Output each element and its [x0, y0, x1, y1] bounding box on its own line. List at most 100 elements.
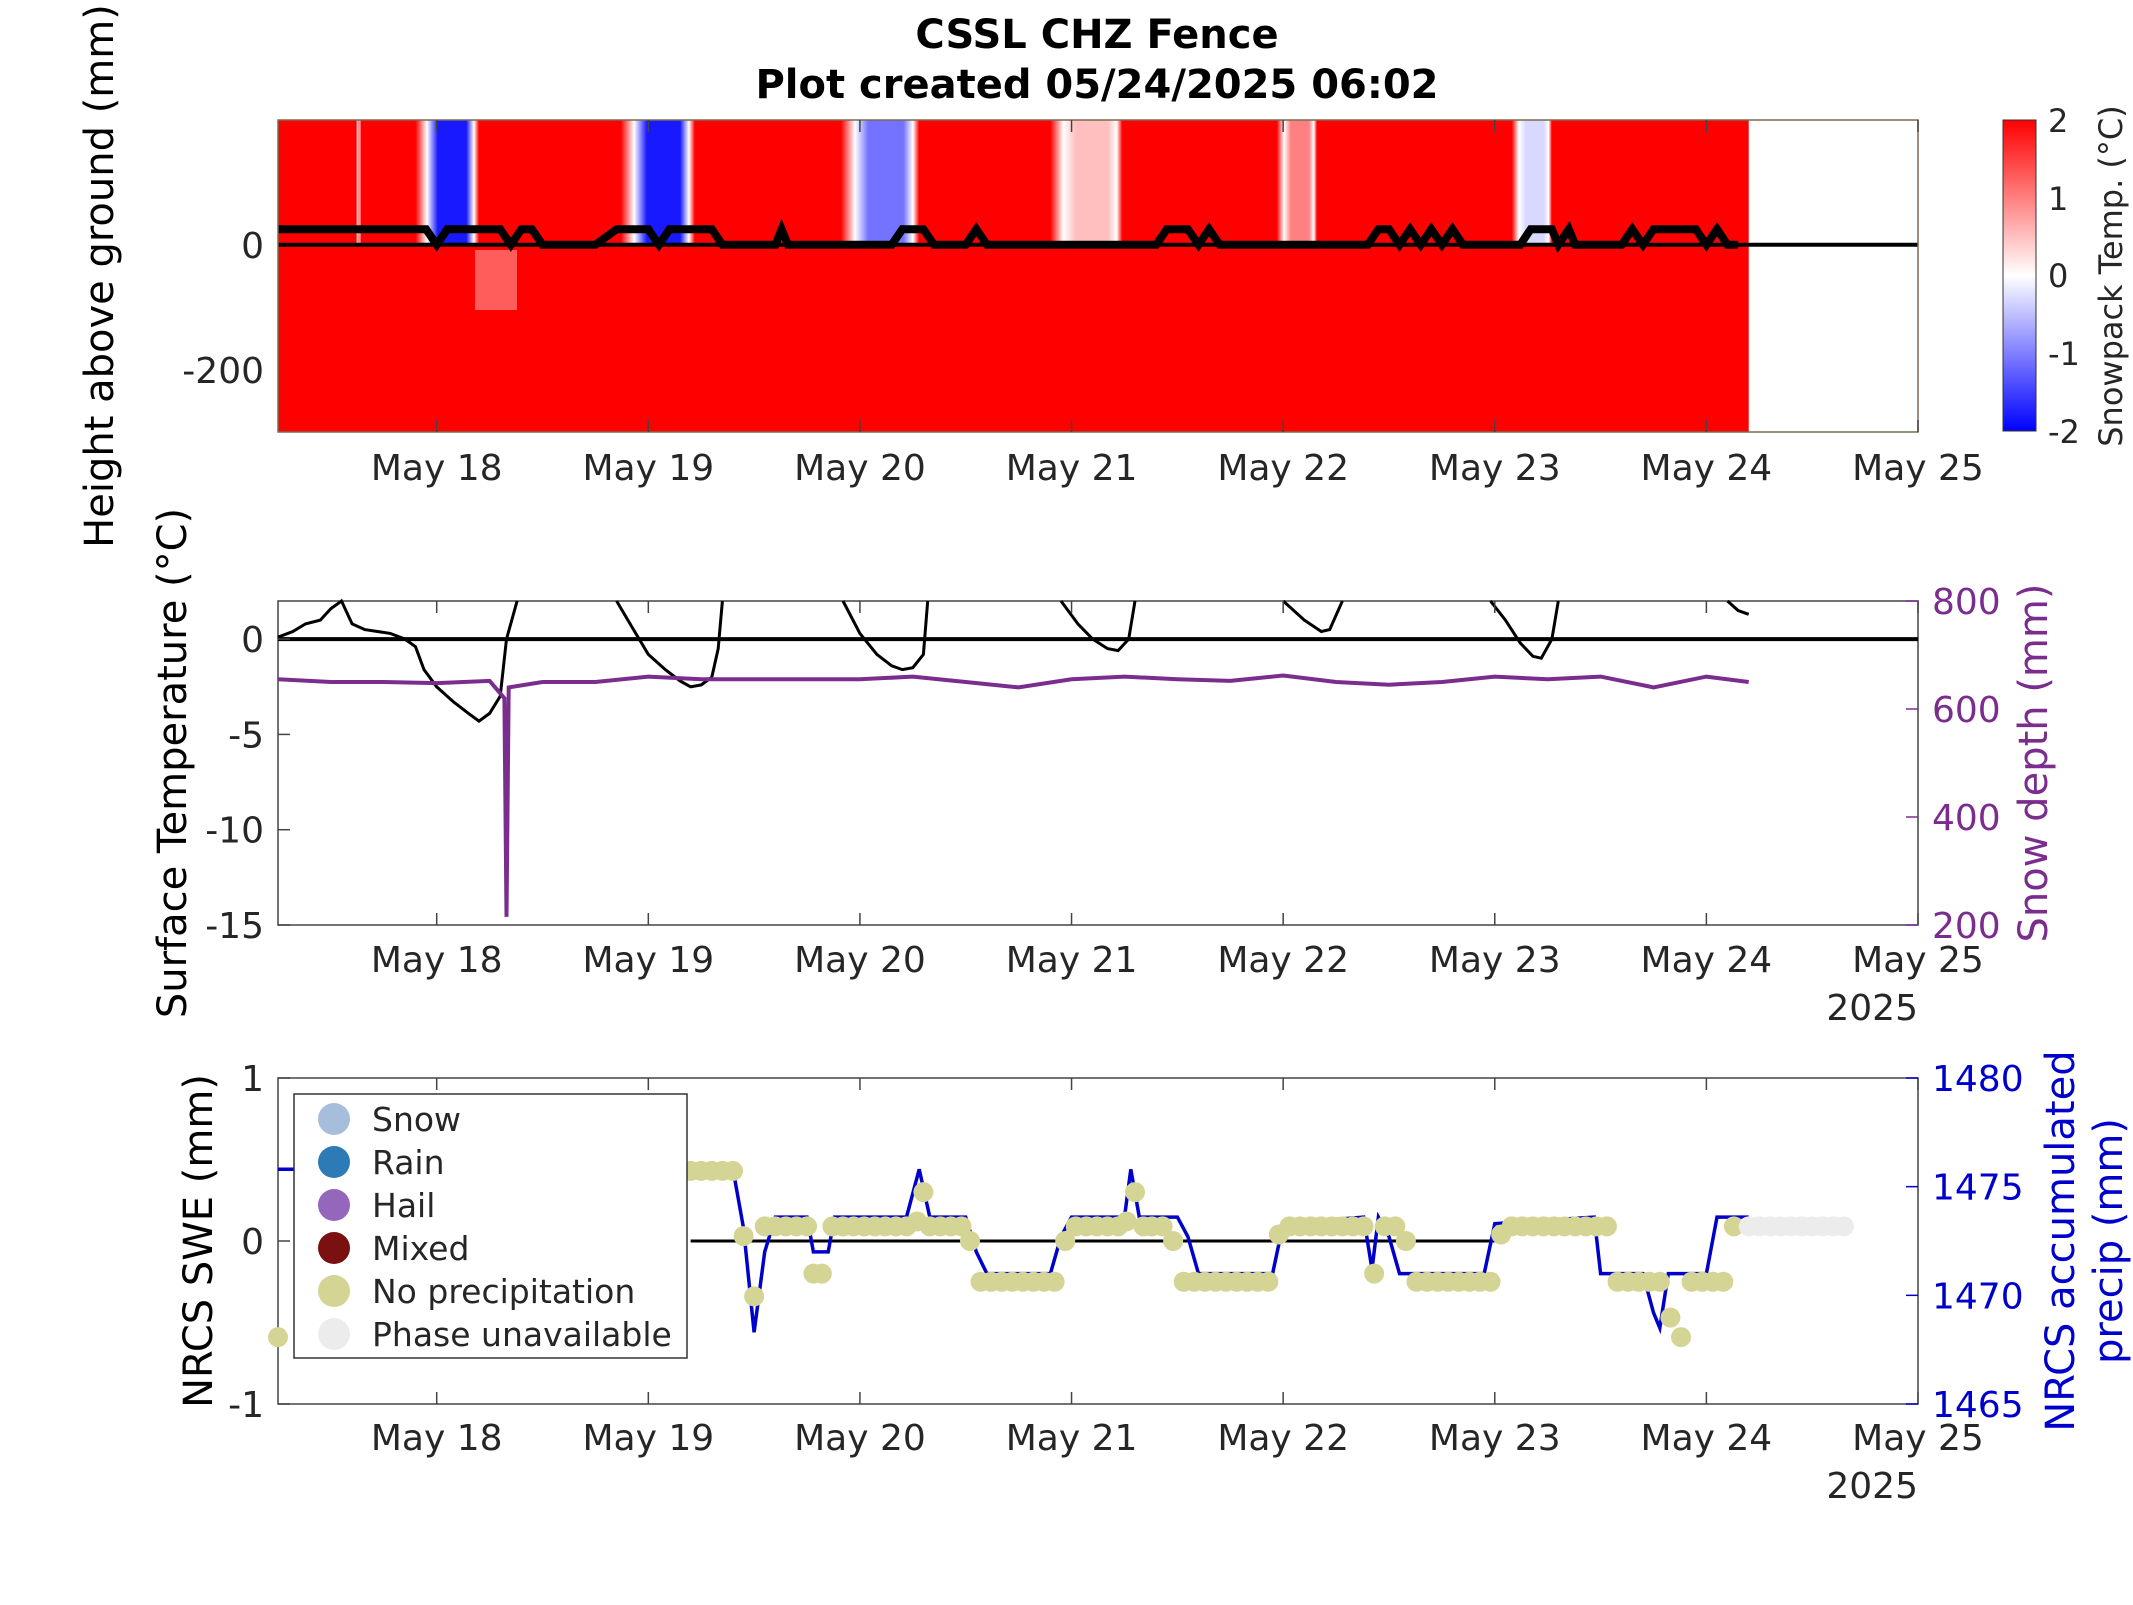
colorbar: 2 1 0 -1 -2 Snowpack Temp. (°C) — [2002, 102, 2130, 451]
cold-band — [1511, 120, 1552, 245]
precip-phase-points — [268, 1160, 1854, 1348]
no-precipitation-point — [1713, 1271, 1734, 1292]
legend-marker — [318, 1232, 350, 1264]
cold-band — [1276, 120, 1318, 245]
no-precipitation-point — [1258, 1271, 1279, 1292]
phase-unavailable-point — [1833, 1216, 1854, 1237]
no-precipitation-point — [1723, 1216, 1744, 1237]
temp-y-tick-label: -10 — [205, 811, 264, 852]
surface-temperature-line — [1489, 600, 1560, 660]
colorbar-tick-1: 1 — [2048, 180, 2068, 218]
cold-band — [620, 120, 695, 245]
snow-surface-line — [278, 218, 1739, 254]
depth-y-tick-label: 200 — [1932, 906, 2001, 947]
legend-marker — [318, 1146, 350, 1178]
x-tick-label: May 24 — [1641, 448, 1773, 489]
x-tick-label: May 20 — [794, 940, 926, 981]
swe-x-ticks: May 18 May 19 May 20 May 21 May 22 May 23 May … — [371, 1078, 1984, 1459]
x-tick-label: May 23 — [1429, 448, 1561, 489]
no-precipitation-point — [951, 1216, 972, 1237]
legend-box — [293, 1093, 688, 1359]
heatmap-y-ticks: 0 -200 — [182, 226, 264, 392]
temp-x-ticks: May 18 May 19 May 20 May 21 May 22 May 23 May … — [371, 601, 1984, 981]
no-precipitation-point — [268, 1327, 288, 1348]
precip-y-tick-label: 1480 — [1932, 1059, 2024, 1100]
precip-y-tick-label: 1465 — [1932, 1385, 2024, 1426]
heatmap-x-ticks: May 18 May 19 May 20 May 21 May 22 May 23 May … — [371, 120, 1984, 489]
swe-y-tick-label: -1 — [228, 1385, 264, 1426]
colorbar-tick-0: 0 — [2048, 257, 2068, 295]
x-tick-label: May 18 — [371, 448, 503, 489]
temp-y-tick-label: -5 — [228, 715, 264, 756]
no-precipitation-point — [733, 1226, 754, 1247]
temp-axes-box — [277, 600, 1919, 926]
surface-temperature-line — [1282, 599, 1344, 634]
year-label-middle: 2025 — [1826, 988, 1918, 1029]
temp-y-tick-label: 0 — [241, 620, 264, 661]
height-axis-label: Height above ground (mm) — [77, 4, 123, 548]
surface-temperature-line — [841, 600, 930, 672]
cold-band — [415, 120, 480, 245]
no-precipitation-point — [811, 1263, 832, 1284]
surface-temperature-axis-label: Surface Temperature (°C) — [150, 508, 196, 1018]
no-precipitation-point — [1649, 1271, 1670, 1292]
legend-marker — [318, 1275, 350, 1307]
swe-axis-label: NRCS SWE (mm) — [176, 1074, 222, 1408]
legend-entries: Snow Rain Hail Mixed No precipitation Phase u… — [318, 1100, 672, 1354]
depth-y-tick-label: 400 — [1932, 798, 2001, 839]
x-tick-label: May 24 — [1641, 1418, 1773, 1459]
x-tick-label: May 23 — [1429, 940, 1561, 981]
x-tick-label: May 20 — [794, 1418, 926, 1459]
swe-y-tick-label: 1 — [241, 1059, 264, 1100]
no-precipitation-point — [959, 1231, 980, 1251]
heatmap-axes-box — [277, 119, 1919, 433]
swe-y-ticks: 1 0 -1 — [228, 1059, 290, 1426]
no-precipitation-point — [1670, 1327, 1691, 1348]
no-precipitation-point — [1660, 1307, 1681, 1328]
depth-y-tick-label: 600 — [1932, 690, 2001, 731]
colorbar-label: Snowpack Temp. (°C) — [2092, 105, 2130, 447]
legend-label: Rain — [372, 1143, 445, 1182]
x-tick-label: May 19 — [582, 448, 714, 489]
precip-y-ticks: 1480 1475 1470 1465 — [1906, 1059, 2024, 1426]
precip-axis-label-line1: NRCS accumulated — [2038, 1050, 2084, 1431]
snow-depth-line — [277, 673, 1749, 917]
no-precipitation-point — [1395, 1231, 1416, 1251]
no-precipitation-point — [1163, 1231, 1184, 1251]
no-precipitation-point — [1596, 1216, 1617, 1237]
year-label-bottom: 2025 — [1826, 1466, 1918, 1507]
x-tick-label: May 25 — [1852, 940, 1984, 981]
no-precipitation-point — [797, 1216, 818, 1237]
depth-y-ticks: 800 600 400 200 — [1906, 582, 2001, 947]
x-tick-label: May 20 — [794, 448, 926, 489]
x-tick-label: May 18 — [371, 1418, 503, 1459]
no-precipitation-point — [1116, 1211, 1137, 1232]
heatmap-ytick-minus200: -200 — [182, 351, 264, 392]
no-precipitation-point — [1044, 1271, 1065, 1292]
snow-depth-axis-label: Snow depth (mm) — [2011, 584, 2057, 943]
heatmap-warm-fill — [278, 120, 1749, 432]
legend-label: Phase unavailable — [372, 1315, 672, 1354]
no-precipitation-point — [722, 1160, 743, 1181]
surface-temperature-panel: May 18 May 19 May 20 May 21 May 22 May 23 May … — [150, 508, 2057, 1029]
legend-label: Mixed — [372, 1229, 469, 1268]
no-precipitation-point — [1152, 1216, 1173, 1237]
legend-marker — [318, 1318, 350, 1350]
x-tick-label: May 25 — [1852, 1418, 1984, 1459]
x-tick-label: May 22 — [1217, 1418, 1349, 1459]
colorbar-tick-minus2: -2 — [2048, 413, 2080, 451]
x-tick-label: May 24 — [1641, 940, 1773, 981]
cold-band — [840, 120, 920, 245]
no-precipitation-point — [1125, 1182, 1146, 1203]
x-tick-label: May 19 — [582, 940, 714, 981]
temperature-and-depth-lines — [277, 598, 1750, 917]
cold-band — [1050, 120, 1123, 245]
surface-temperature-line — [1726, 599, 1750, 616]
legend-marker — [318, 1189, 350, 1221]
no-precipitation-point — [1480, 1271, 1501, 1292]
legend-label: Hail — [372, 1186, 435, 1225]
x-tick-label: May 21 — [1006, 448, 1138, 489]
no-precipitation-point — [1364, 1263, 1385, 1284]
subsurface-warm-patch — [475, 250, 517, 310]
